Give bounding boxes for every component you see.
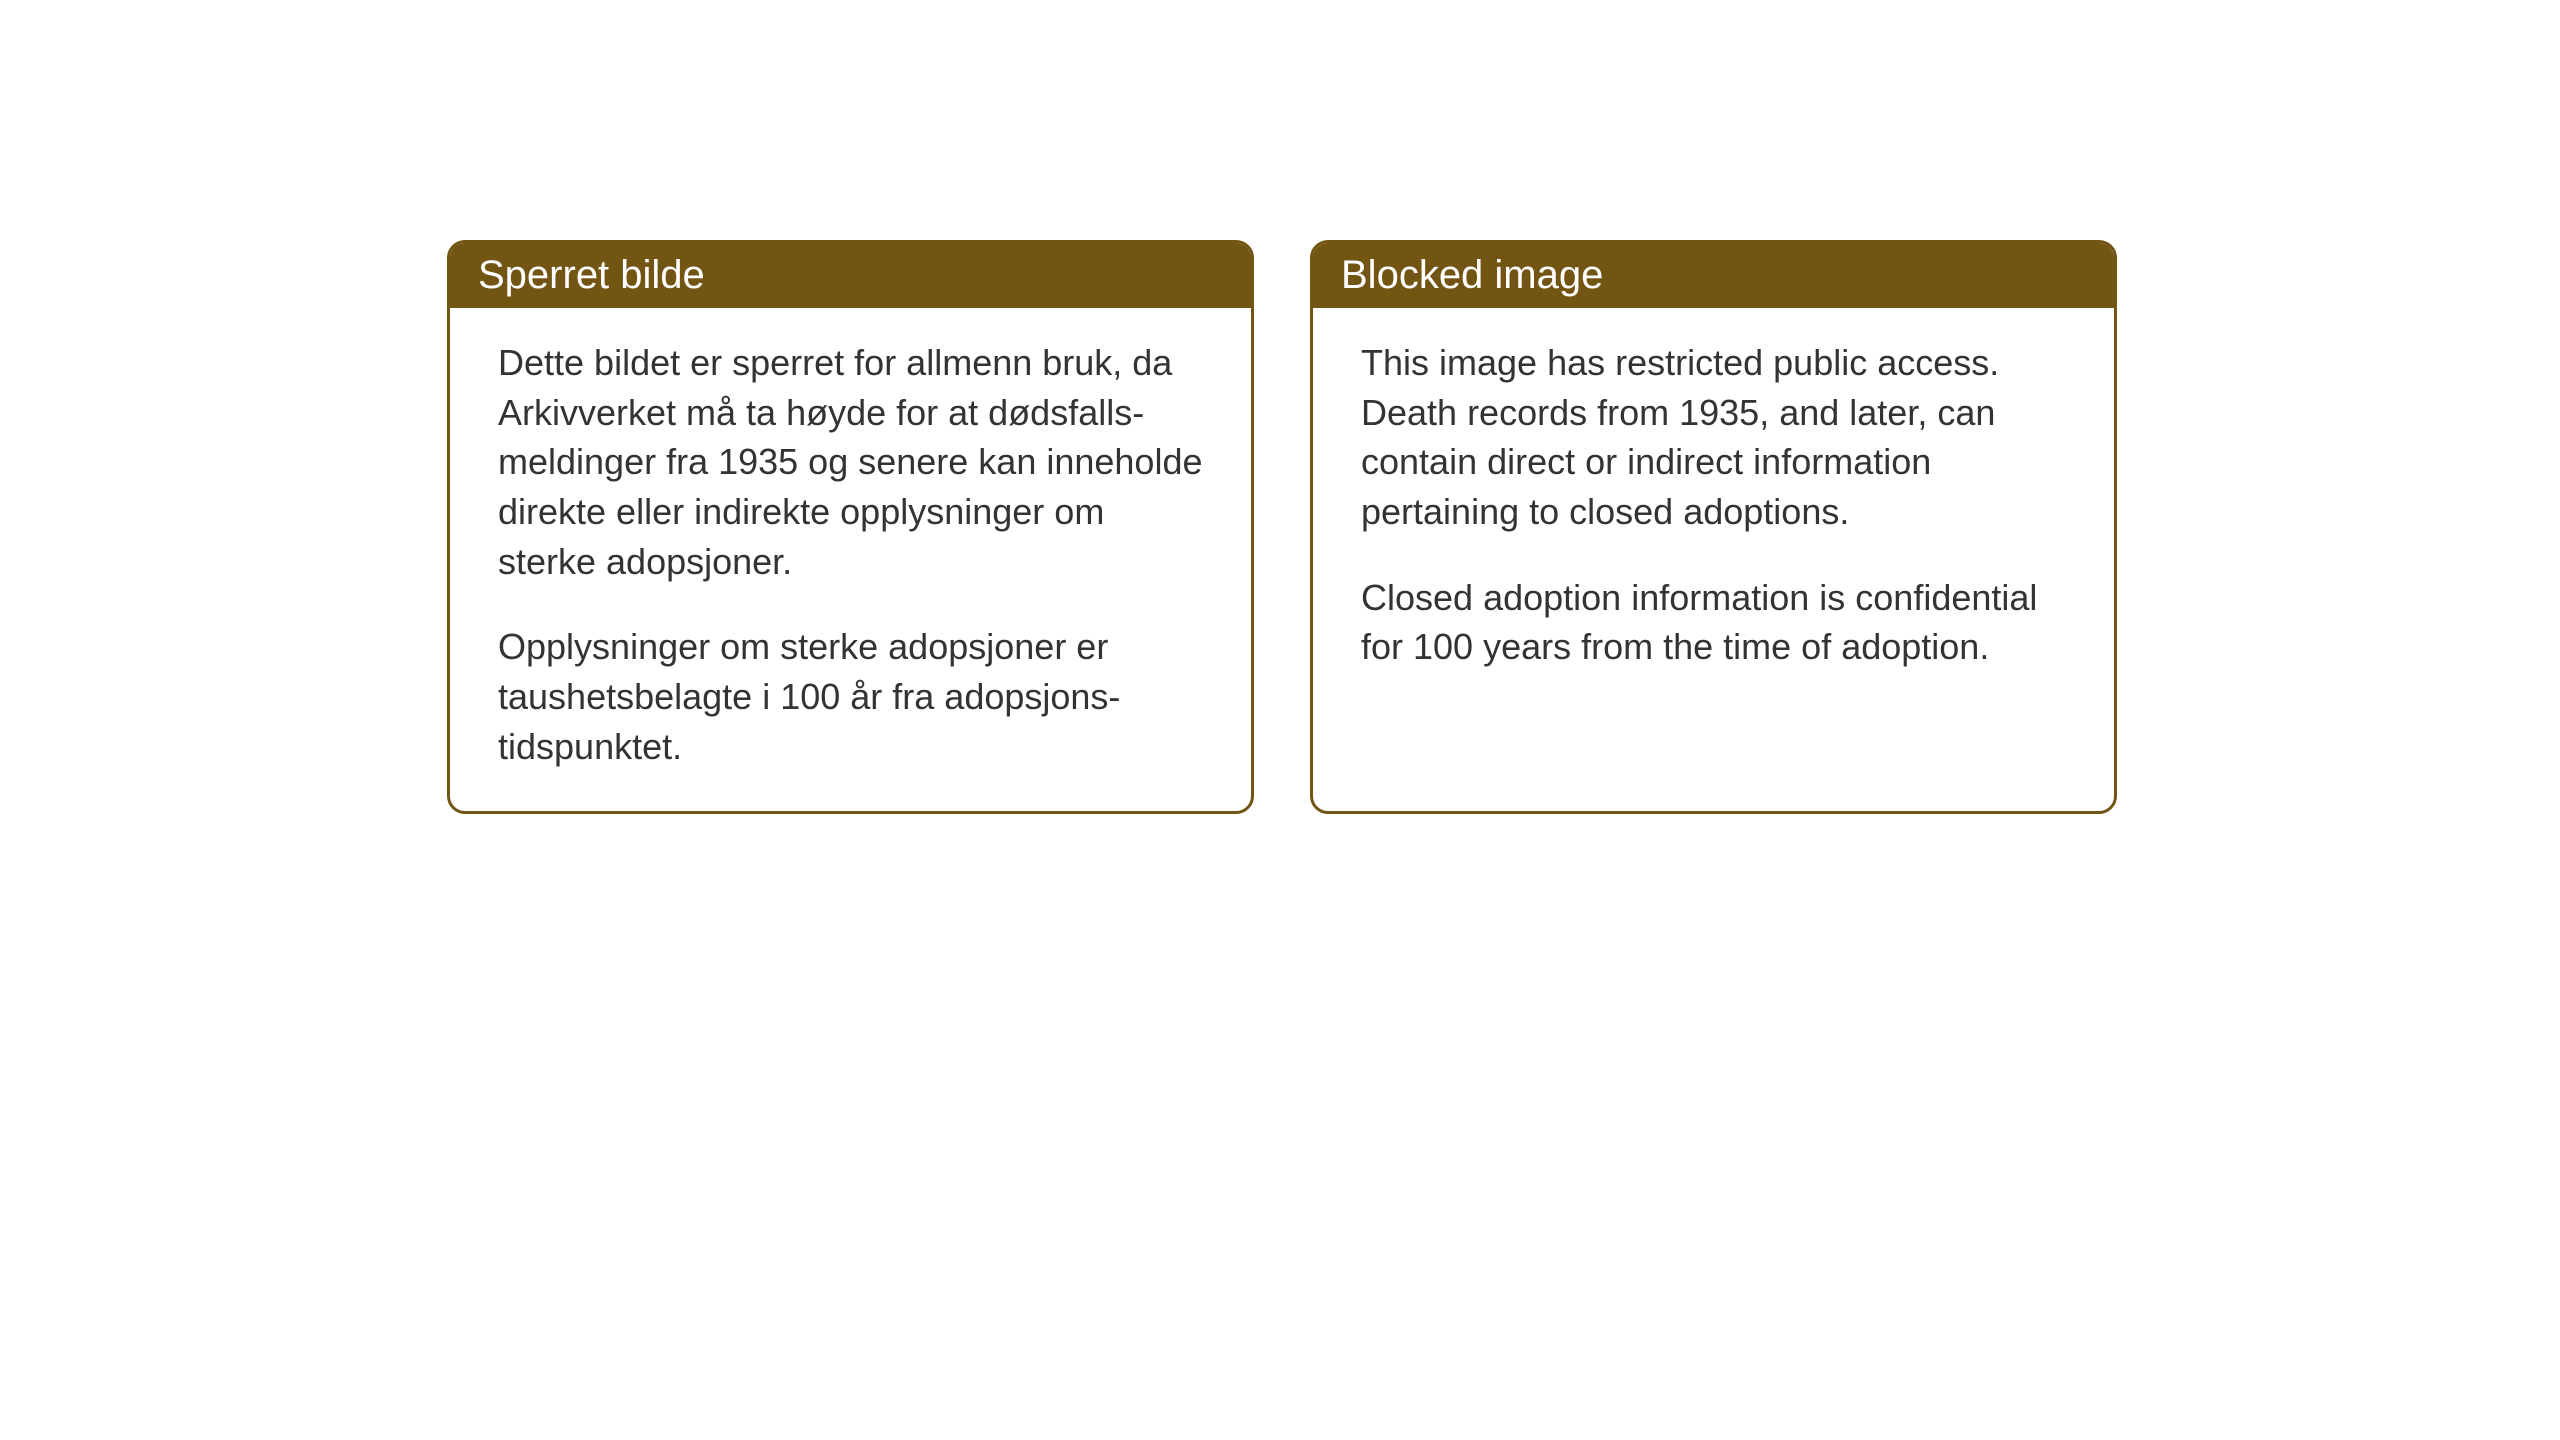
- notice-cards-container: Sperret bilde Dette bildet er sperret fo…: [447, 240, 2117, 814]
- english-notice-card: Blocked image This image has restricted …: [1310, 240, 2117, 814]
- english-card-header: Blocked image: [1313, 243, 2114, 308]
- english-paragraph-2: Closed adoption information is confident…: [1361, 573, 2066, 672]
- english-paragraph-1: This image has restricted public access.…: [1361, 338, 2066, 537]
- english-card-body: This image has restricted public access.…: [1313, 308, 2114, 792]
- norwegian-card-header: Sperret bilde: [450, 243, 1251, 308]
- norwegian-card-body: Dette bildet er sperret for allmenn bruk…: [450, 308, 1251, 811]
- norwegian-card-title: Sperret bilde: [478, 253, 705, 297]
- norwegian-paragraph-2: Opplysninger om sterke adopsjoner er tau…: [498, 622, 1203, 771]
- norwegian-notice-card: Sperret bilde Dette bildet er sperret fo…: [447, 240, 1254, 814]
- english-card-title: Blocked image: [1341, 253, 1603, 297]
- norwegian-paragraph-1: Dette bildet er sperret for allmenn bruk…: [498, 338, 1203, 586]
